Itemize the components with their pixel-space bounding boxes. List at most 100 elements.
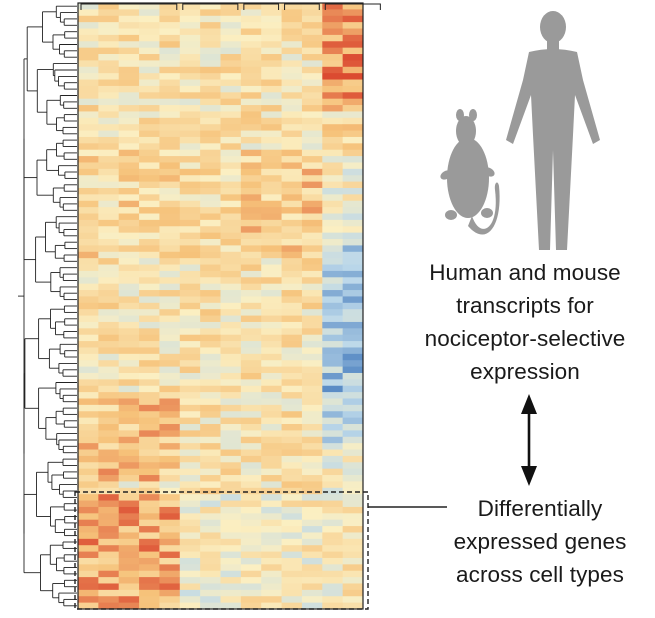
- heatmap-cell: [98, 353, 120, 361]
- highlight-box: [74, 491, 369, 610]
- heatmap-cell: [78, 417, 99, 425]
- heatmap-cell: [342, 156, 364, 163]
- heatmap-cell: [261, 417, 282, 425]
- heatmap-cell: [159, 596, 181, 604]
- heatmap-cell: [281, 149, 303, 157]
- heatmap-cell: [139, 596, 160, 604]
- heatmap-cell: [220, 538, 242, 546]
- heatmap-cell: [179, 334, 201, 342]
- heatmap-cell: [342, 353, 364, 361]
- heatmap-cell: [342, 430, 364, 438]
- heatmap-cell: [301, 73, 323, 80]
- heatmap-cell: [200, 302, 221, 310]
- heatmap-cell: [118, 251, 140, 259]
- heatmap-cell: [179, 85, 201, 93]
- heatmap-cell: [281, 602, 303, 610]
- heatmap-cell: [98, 596, 120, 604]
- double-arrow-icon: [521, 394, 537, 486]
- heatmap-cell: [342, 213, 364, 221]
- heatmap-cell: [159, 73, 181, 80]
- heatmap-cell: [159, 583, 181, 591]
- heatmap-cell: [281, 526, 303, 533]
- heatmap-cell: [322, 455, 344, 463]
- heatmap-cell: [261, 130, 282, 138]
- heatmap-cell: [118, 481, 140, 489]
- heatmap-cell: [240, 570, 262, 578]
- heatmap-cell: [322, 526, 344, 533]
- heatmap-cell: [281, 341, 303, 348]
- heatmap-cell: [200, 207, 221, 214]
- heatmap-cell: [342, 47, 364, 55]
- heatmap-cell: [240, 22, 262, 29]
- mouse-silhouette-icon: [440, 109, 500, 235]
- heatmap-cell: [261, 245, 282, 253]
- heatmap-cell: [200, 258, 221, 265]
- heatmap-cell: [342, 22, 364, 29]
- heatmap-cell: [179, 270, 201, 278]
- heatmap-cell: [98, 92, 120, 100]
- heatmap-cell: [261, 187, 282, 195]
- heatmap-cell: [301, 506, 323, 514]
- heatmap-cell: [220, 589, 242, 597]
- heatmap-cell: [322, 353, 344, 361]
- heatmap-cell: [98, 424, 120, 431]
- heatmap-cell: [159, 130, 181, 138]
- heatmap-cell: [281, 3, 303, 10]
- heatmap-cell: [301, 519, 323, 527]
- heatmap-cell: [98, 277, 120, 285]
- heatmap-cell: [322, 232, 344, 240]
- heatmap-cell: [118, 130, 140, 138]
- heatmap-cell: [220, 73, 242, 80]
- heatmap-cell: [322, 462, 344, 470]
- heatmap-cell: [159, 213, 181, 221]
- heatmap-cell: [139, 430, 160, 438]
- heatmap-cell: [78, 404, 99, 412]
- heatmap-cell: [78, 602, 99, 610]
- heatmap-cell: [261, 302, 282, 310]
- heatmap-cell: [220, 136, 242, 144]
- heatmap-cell: [118, 417, 140, 425]
- heatmap-cell: [220, 487, 242, 495]
- heatmap-cell: [159, 219, 181, 227]
- heatmap-cell: [78, 149, 99, 157]
- heatmap-cell: [118, 398, 140, 406]
- heatmap-cell: [301, 430, 323, 438]
- heatmap-cell: [200, 309, 221, 316]
- heatmap-cell: [78, 449, 99, 457]
- heatmap-cell: [118, 47, 140, 55]
- heatmap-cell: [98, 468, 120, 476]
- heatmap-cell: [98, 328, 120, 336]
- heatmap-cell: [98, 213, 120, 221]
- heatmap-cell: [98, 98, 120, 106]
- heatmap-cell: [301, 475, 323, 482]
- heatmap-cell: [281, 175, 303, 183]
- heatmap-cell: [200, 66, 221, 74]
- heatmap-cell: [159, 105, 181, 112]
- heatmap-cell: [342, 398, 364, 406]
- heatmap-cell: [179, 500, 201, 508]
- heatmap-cell: [139, 398, 160, 406]
- heatmap-cell: [98, 47, 120, 55]
- heatmap-cell: [159, 424, 181, 431]
- heatmap-cell: [301, 334, 323, 342]
- heatmap-cell: [98, 462, 120, 470]
- heatmap-cell: [78, 143, 99, 151]
- heatmap-cell: [240, 347, 262, 355]
- heatmap-cell: [118, 513, 140, 521]
- heatmap-cell: [261, 475, 282, 482]
- heatmap-cell: [200, 334, 221, 342]
- heatmap-cell: [159, 500, 181, 508]
- heatmap-cell: [78, 130, 99, 138]
- heatmap-cell: [118, 532, 140, 540]
- heatmap-cell: [118, 15, 140, 23]
- heatmap-cell: [240, 9, 262, 17]
- heatmap-cell: [281, 41, 303, 49]
- heatmap-cell: [240, 175, 262, 183]
- heatmap-cell: [179, 290, 201, 297]
- heatmap-cell: [200, 181, 221, 189]
- heatmap-cell: [342, 136, 364, 144]
- heatmap-cell: [179, 360, 201, 367]
- heatmap-cell: [342, 506, 364, 514]
- heatmap-cell: [301, 577, 323, 584]
